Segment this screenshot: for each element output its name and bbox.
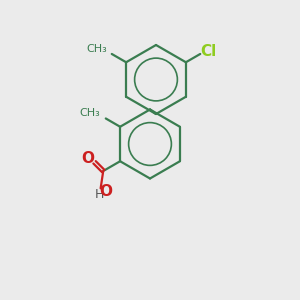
Text: H: H: [94, 188, 104, 202]
Text: O: O: [81, 151, 94, 166]
Text: O: O: [100, 184, 112, 199]
Text: CH₃: CH₃: [86, 44, 107, 55]
Text: Cl: Cl: [200, 44, 217, 59]
Text: CH₃: CH₃: [80, 108, 100, 118]
